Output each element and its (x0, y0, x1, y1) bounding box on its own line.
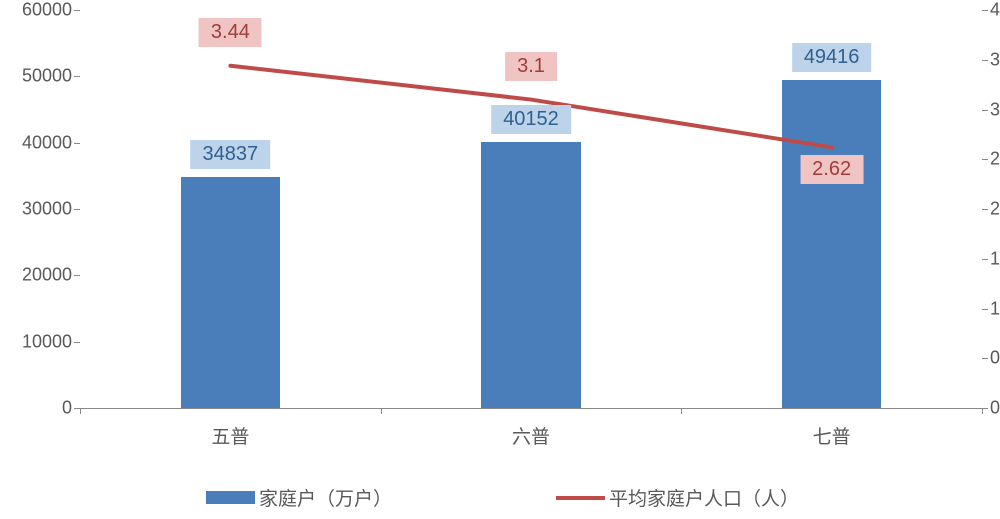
x-axis-line (80, 408, 982, 409)
y-right-tick-mark (982, 110, 988, 111)
y-left-tick-label: 40000 (22, 132, 72, 153)
y-right-tick-label: 0 (990, 398, 1000, 419)
x-boundary-tick (982, 408, 983, 414)
y-left-tick-mark (74, 342, 80, 343)
y-left-tick-label: 50000 (22, 66, 72, 87)
y-left-tick-mark (74, 143, 80, 144)
y-right-tick-label: 4 (990, 0, 1000, 21)
legend-item-line: 平均家庭户人口（人） (556, 484, 799, 511)
line-value-label: 2.62 (800, 155, 863, 184)
x-boundary-tick (381, 408, 382, 414)
y-right-tick-label: 2.5 (990, 149, 1000, 170)
x-boundary-tick (681, 408, 682, 414)
legend-swatch-line (556, 496, 605, 500)
y-right-tick-label: 3 (990, 99, 1000, 120)
legend-swatch-bar (206, 491, 255, 504)
y-right-tick-label: 0.5 (990, 348, 1000, 369)
bar-value-label: 40152 (491, 105, 571, 134)
x-category-label: 六普 (512, 422, 550, 449)
legend-item-bar: 家庭户（万户） (206, 484, 392, 511)
y-right-tick-mark (982, 159, 988, 160)
legend-label: 平均家庭户人口（人） (609, 484, 799, 511)
y-right-tick-mark (982, 60, 988, 61)
y-right-tick-label: 1.5 (990, 248, 1000, 269)
y-left-tick-mark (74, 275, 80, 276)
y-left-tick-label: 20000 (22, 265, 72, 286)
line-value-label: 3.1 (505, 52, 557, 81)
y-right-tick-label: 3.5 (990, 49, 1000, 70)
y-right-tick-label: 1 (990, 298, 1000, 319)
line-value-label: 3.44 (199, 18, 262, 47)
y-right-tick-mark (982, 10, 988, 11)
y-left-tick-label: 60000 (22, 0, 72, 21)
y-left-tick-mark (74, 10, 80, 11)
y-left-tick-mark (74, 209, 80, 210)
y-right-tick-mark (982, 358, 988, 359)
y-right-tick-mark (982, 209, 988, 210)
y-left-tick-label: 30000 (22, 199, 72, 220)
y-left-tick-label: 0 (62, 398, 72, 419)
y-right-tick-label: 2 (990, 199, 1000, 220)
legend-label: 家庭户（万户） (259, 484, 392, 511)
bar-value-label: 49416 (792, 43, 872, 72)
x-boundary-tick (80, 408, 81, 414)
x-category-label: 五普 (211, 422, 249, 449)
y-right-tick-mark (982, 309, 988, 310)
y-left-tick-label: 10000 (22, 331, 72, 352)
x-category-label: 七普 (813, 422, 851, 449)
combo-chart: 0 10000 20000 30000 40000 50000 60000 0 0.5 1 1.5 2… (0, 0, 1000, 519)
y-left-tick-mark (74, 76, 80, 77)
y-right-tick-mark (982, 259, 988, 260)
bar-value-label: 34837 (191, 140, 271, 169)
